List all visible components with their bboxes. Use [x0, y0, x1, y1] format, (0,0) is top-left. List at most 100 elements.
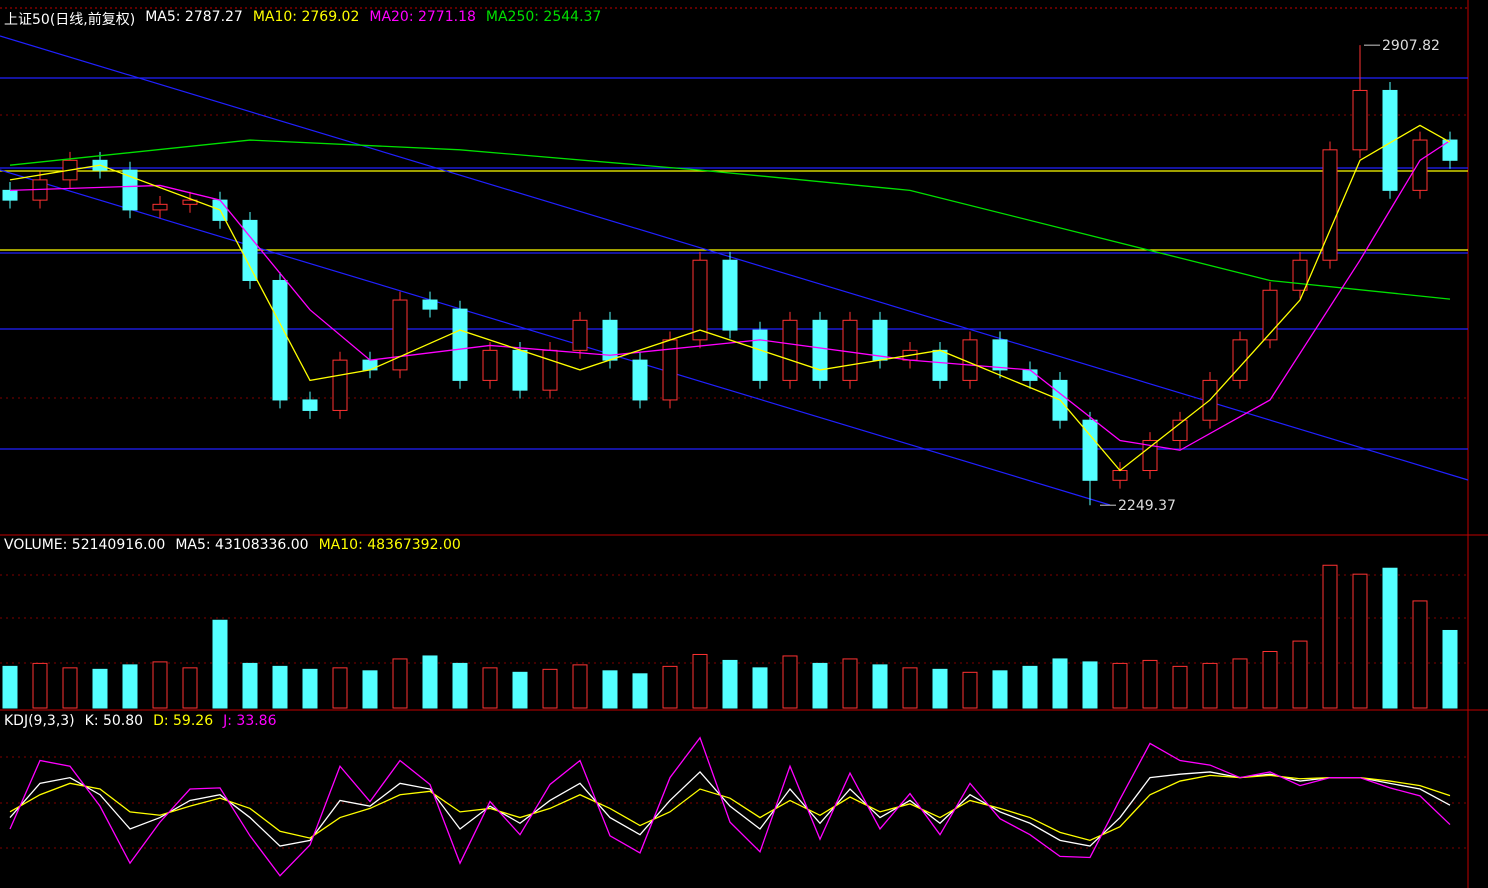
volume-bar: [1052, 658, 1068, 709]
legend-item: MA10: 48367392.00: [318, 537, 461, 553]
candle-body: [932, 349, 948, 381]
volume-bar: [32, 662, 48, 709]
volume-bar: [1292, 640, 1308, 709]
candle-body: [122, 169, 138, 211]
candle-body: [1022, 369, 1038, 381]
candle-body: [392, 299, 408, 371]
candle-body: [242, 219, 258, 281]
candle-body: [1232, 339, 1248, 381]
legend-item: D: 59.26: [153, 713, 214, 729]
volume-bar: [1382, 567, 1398, 709]
volume-bar: [302, 668, 318, 709]
high-annotation: 2907.82: [1382, 38, 1440, 54]
chart-title: 上证50(日线,前复权): [4, 12, 136, 28]
candle-body: [842, 319, 858, 381]
plot: 2907.82 2249.37: [2, 38, 1458, 877]
volume-bar: [1322, 564, 1338, 709]
candle-body: [182, 199, 198, 205]
volume-bar: [2, 665, 18, 709]
legend-item: MA250: 2544.37: [485, 9, 602, 25]
volume-bar: [872, 664, 888, 709]
volume-bar: [902, 667, 918, 709]
candle-body: [1262, 289, 1278, 341]
candle-body: [2, 189, 18, 201]
candle-body: [1112, 470, 1128, 481]
candle-body: [272, 279, 288, 401]
volume-bar: [722, 659, 738, 709]
candle-body: [1442, 139, 1458, 161]
volume-bar: [362, 670, 378, 709]
volume-bar: [542, 668, 558, 709]
volume-bar: [1082, 661, 1098, 709]
candle-body: [152, 203, 168, 211]
volume-bar: [1202, 662, 1218, 709]
volume-bar: [452, 662, 468, 709]
candle-body: [1382, 89, 1398, 191]
candle-body: [692, 259, 708, 341]
legend-item: MA20: 2771.18: [369, 9, 476, 25]
volume-bar: [512, 671, 528, 709]
legend-item: MA10: 2769.02: [252, 9, 360, 25]
legend: MA5: 2787.27 MA10: 2769.02 MA20: 2771.18 MA…: [145, 9, 601, 29]
legend-item: VOLUME: 52140916.00: [4, 537, 166, 553]
candle-body: [872, 319, 888, 361]
volume-bar: [272, 665, 288, 709]
ma-line: [9, 124, 1451, 472]
volume-bar: [152, 661, 168, 709]
low-annotation: 2249.37: [1118, 498, 1176, 514]
candle-body: [452, 308, 468, 381]
candle-body: [632, 359, 648, 401]
volume-bar: [242, 662, 258, 709]
candle-body: [722, 259, 738, 331]
legend-item: J: 33.86: [223, 713, 277, 729]
volume-bar: [1142, 659, 1158, 709]
volume-bar: [932, 668, 948, 709]
volume-bar: [602, 670, 618, 709]
kdj-line: [9, 736, 1451, 877]
volume-bar: [782, 655, 798, 709]
volume-bar: [62, 667, 78, 709]
volume-bar: [1112, 662, 1128, 709]
candle-body: [992, 339, 1008, 371]
legend-item: MA5: 2787.27: [145, 9, 243, 25]
drawn-lines: [0, 35, 1469, 506]
volume-bar: [1262, 650, 1278, 709]
kdj-line: [9, 770, 1451, 847]
volume-bar: [842, 658, 858, 709]
volume-bar: [752, 667, 768, 709]
candle-body: [1322, 149, 1338, 261]
candle-body: [812, 319, 828, 381]
volume-bar: [1442, 629, 1458, 709]
candle-body: [542, 349, 558, 391]
price-legend: 上证50(日线,前复权) MA5: 2787.27 MA10: 2769.02 MA…: [4, 9, 601, 29]
volume-bar: [1172, 665, 1188, 709]
candle-body: [1172, 419, 1188, 441]
volume-bar: [1412, 600, 1428, 709]
candle-body: [1352, 89, 1368, 151]
volume-bar: [182, 667, 198, 709]
kdj-legend: KDJ(9,3,3) K: 50.80 D: 59.26 J: 33.86: [4, 713, 276, 729]
ma-line: [9, 140, 1451, 451]
candle-body: [572, 319, 588, 351]
candle-body: [302, 399, 318, 411]
volume-bar: [482, 667, 498, 709]
kdj-line: [9, 774, 1451, 842]
volume-bar: [92, 668, 108, 709]
volume-bar: [692, 653, 708, 709]
ma-line: [9, 139, 1451, 300]
candle-body: [752, 329, 768, 381]
volume-bar: [332, 667, 348, 709]
legend-item: K: 50.80: [84, 713, 144, 729]
legend-item: MA5: 43108336.00: [175, 537, 309, 553]
volume-bar: [962, 671, 978, 709]
volume-bar: [1352, 573, 1368, 709]
volume-bar: [572, 664, 588, 709]
legend-item: KDJ(9,3,3): [4, 713, 75, 729]
volume-bar: [1232, 658, 1248, 709]
candle-body: [1292, 259, 1308, 291]
candle-body: [1412, 139, 1428, 191]
volume-bar: [662, 665, 678, 709]
volume-bar: [392, 658, 408, 709]
